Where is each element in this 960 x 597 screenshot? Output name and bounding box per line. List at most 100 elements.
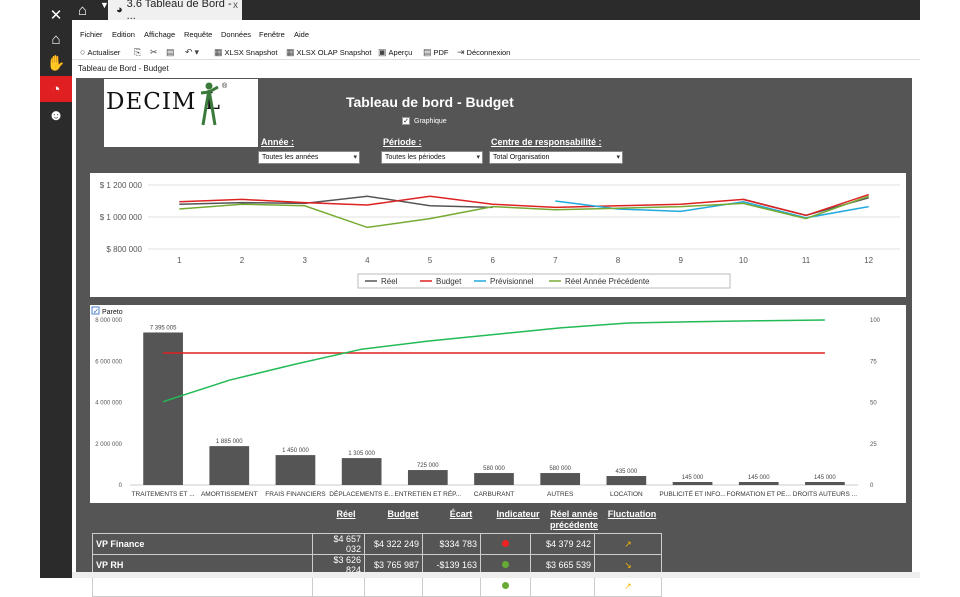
refresh-button[interactable]: ○ Actualiser bbox=[80, 47, 121, 57]
cell-fluctuation: ↗ bbox=[594, 575, 662, 597]
kpi-table: VP Finance $4 657 032 $4 322 249 $334 78… bbox=[92, 533, 662, 597]
logo-registered: ® bbox=[222, 83, 228, 90]
xlsx-olap-snapshot-button[interactable]: ▦ XLSX OLAP Snapshot bbox=[286, 47, 372, 57]
x-tick-label: 11 bbox=[802, 256, 811, 265]
dropdown-icon: ▾ bbox=[194, 47, 200, 57]
x-tick-label: CARBURANT bbox=[474, 491, 514, 498]
pareto-checkbox bbox=[91, 306, 100, 315]
cell-fluctuation: ↗ bbox=[594, 533, 662, 555]
row-label: VP TI bbox=[92, 575, 313, 597]
cut-icon: ✂ bbox=[150, 47, 158, 57]
bar-value-label: 145 000 bbox=[682, 475, 704, 481]
bar-value-label: 145 000 bbox=[814, 475, 836, 481]
cut-button[interactable]: ✂ bbox=[150, 47, 158, 58]
dashboard-icon[interactable]: ◔ bbox=[40, 76, 72, 102]
pareto-cumulative-line bbox=[162, 319, 825, 403]
cell-budget: $4 322 249 bbox=[364, 533, 423, 555]
bar bbox=[407, 470, 448, 485]
undo-button[interactable]: ↶ ▾ bbox=[185, 47, 199, 58]
period-select[interactable]: Toutes les périodes ▾ bbox=[381, 151, 483, 164]
x-tick-label: PUBLICITÉ ET INFO... bbox=[659, 489, 726, 498]
menu-fichier[interactable]: Fichier bbox=[80, 30, 103, 39]
graph-checkbox[interactable]: ✓ bbox=[402, 117, 410, 125]
cell-reel-prec: $4 379 242 bbox=[530, 533, 595, 555]
table-row[interactable]: VP TI $4 714 649 $4 966 172 -$251 523 $4… bbox=[92, 575, 662, 597]
y2-tick-label: 100 bbox=[870, 318, 881, 324]
y-tick-label: 6 000 000 bbox=[95, 359, 122, 365]
y2-tick-label: 0 bbox=[870, 483, 874, 489]
logout-button[interactable]: ⇥ Déconnexion bbox=[457, 47, 511, 57]
year-filter-label: Année : bbox=[261, 137, 295, 147]
y-tick-label: 0 bbox=[119, 483, 123, 489]
title-bar: ⌂ ▼ ◕ 3.6 Tableau de Bord - ... x bbox=[72, 0, 920, 22]
menu-aide[interactable]: Aide bbox=[294, 30, 310, 39]
users-icon[interactable]: ☻ bbox=[48, 106, 64, 124]
x-tick-label: 4 bbox=[365, 256, 370, 265]
menu-fenetre[interactable]: Fenêtre bbox=[259, 30, 285, 39]
bar bbox=[672, 482, 713, 485]
bar bbox=[143, 332, 183, 485]
handshake-icon[interactable]: ✋ bbox=[46, 55, 66, 72]
cost-center-select[interactable]: Total Organisation ▾ bbox=[489, 151, 623, 164]
cell-ecart: $334 783 bbox=[422, 533, 481, 555]
report-title: Tableau de bord - Budget bbox=[346, 94, 514, 110]
tab-title: 3.6 Tableau de Bord - ... bbox=[126, 0, 232, 22]
trend-up-icon: ↗ bbox=[624, 538, 632, 549]
preview-button[interactable]: ▣ Aperçu bbox=[378, 47, 413, 57]
menu-edition[interactable]: Edition bbox=[112, 30, 135, 39]
legend-label: Réel Année Précédente bbox=[565, 277, 650, 286]
y-tick-label: 2 000 000 bbox=[95, 442, 122, 448]
period-filter-label: Période : bbox=[383, 137, 422, 147]
menu-donnees[interactable]: Données bbox=[221, 30, 252, 39]
x-tick-label: ENTRETIEN ET RÉP... bbox=[395, 489, 462, 498]
x-tick-label: DROITS AUTEURS ... bbox=[793, 491, 857, 498]
logo-figure-icon bbox=[200, 82, 219, 126]
pareto-checkbox-label: Pareto bbox=[102, 309, 123, 316]
bar-value-label: 1 450 000 bbox=[282, 448, 309, 454]
bar-value-label: 1 305 000 bbox=[348, 451, 375, 457]
xlsx-snapshot-button[interactable]: ▦ XLSX Snapshot bbox=[214, 47, 278, 57]
cell-reel: $4 714 649 bbox=[312, 575, 365, 597]
home-icon[interactable]: ⌂ bbox=[51, 30, 61, 48]
close-tab-icon[interactable]: x bbox=[233, 0, 238, 11]
y-tick-label: 4 000 000 bbox=[95, 401, 122, 407]
cost-center-filter-label: Centre de responsabilité : bbox=[491, 137, 602, 147]
x-tick-label: 10 bbox=[739, 256, 748, 265]
menu-affichage[interactable]: Affichage bbox=[144, 30, 176, 39]
col-header-ecart: Écart bbox=[449, 509, 473, 519]
menu-requete[interactable]: Requête bbox=[184, 30, 213, 39]
year-select[interactable]: Toutes les années ▾ bbox=[258, 151, 360, 164]
y2-tick-label: 75 bbox=[870, 359, 877, 365]
copy-icon: ⎘ bbox=[134, 47, 142, 57]
y-tick-label: $ 1 000 000 bbox=[100, 213, 143, 222]
legend-box bbox=[357, 273, 731, 289]
legend-label: Budget bbox=[436, 277, 462, 286]
bar bbox=[474, 473, 514, 485]
bar bbox=[738, 482, 779, 485]
gauge-icon: ◕ bbox=[116, 4, 123, 16]
status-dot-icon bbox=[502, 561, 509, 568]
paste-button[interactable]: ▤ bbox=[166, 47, 175, 58]
bar-value-label: 435 000 bbox=[616, 469, 638, 475]
col-header-fluctuation: Fluctuation bbox=[607, 509, 657, 519]
bar bbox=[341, 458, 382, 485]
chevron-down-icon: ▾ bbox=[616, 154, 620, 161]
pdf-icon: ▤ bbox=[423, 47, 432, 57]
chevron-down-icon: ▾ bbox=[476, 154, 480, 161]
x-tick-label: 7 bbox=[553, 256, 558, 265]
x-tick-label: DÉPLACEMENTS E... bbox=[329, 489, 394, 498]
x-tick-label: 12 bbox=[864, 256, 873, 265]
pin-icon[interactable]: ▼ bbox=[100, 0, 109, 10]
row-label: VP Finance bbox=[92, 533, 313, 555]
copy-button[interactable]: ⎘ bbox=[134, 47, 141, 58]
bar bbox=[805, 482, 845, 485]
series-line-2 bbox=[555, 200, 869, 219]
home-tab-icon[interactable]: ⌂ bbox=[78, 2, 88, 19]
pdf-button[interactable]: ▤ PDF bbox=[423, 47, 449, 57]
table-row[interactable]: VP Finance $4 657 032 $4 322 249 $334 78… bbox=[92, 533, 662, 555]
x-tick-label: 2 bbox=[240, 256, 245, 265]
collapse-icon[interactable]: ✕ bbox=[49, 7, 63, 24]
document-tab[interactable]: ◕ 3.6 Tableau de Bord - ... x bbox=[108, 0, 242, 22]
line-chart-panel: $ 800 000 $ 1 000 000 $ 1 200 000 1 2 3 4 5 6 7 8 9… bbox=[90, 173, 906, 297]
x-tick-label: AMORTISSEMENT bbox=[201, 491, 258, 498]
